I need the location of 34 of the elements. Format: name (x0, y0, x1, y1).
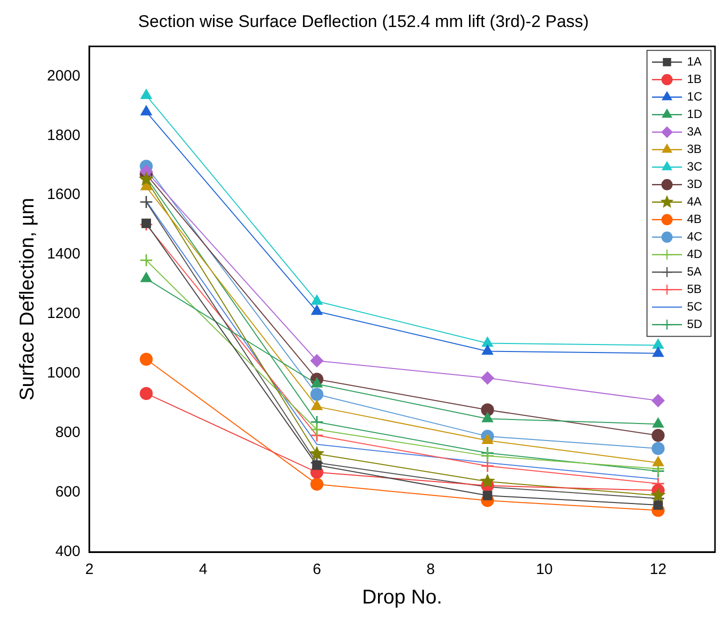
x-tick-label: 2 (85, 561, 94, 578)
y-axis-title: Surface Deflection, µm (16, 198, 39, 401)
y-tick-label: 600 (55, 484, 80, 501)
legend-label: 5A (687, 264, 702, 278)
x-tick-label: 10 (536, 561, 553, 578)
y-tick-label: 1600 (46, 186, 80, 204)
y-tick-label: 1200 (46, 305, 80, 322)
legend-label: 3D (687, 176, 703, 191)
legend-label: 4D (687, 246, 703, 261)
legend-label: 3C (687, 159, 703, 174)
chart-title: Section wise Surface Deflection (152.4 mm lift (3rd)-2 Pass) (138, 12, 589, 31)
legend-label: 1C (687, 89, 703, 104)
y-tick-label: 1400 (46, 246, 80, 263)
y-tick-label: 400 (55, 543, 80, 560)
x-tick-label: 6 (312, 561, 322, 578)
y-tick-label: 1800 (46, 126, 80, 144)
y-tick-label: 800 (55, 424, 80, 442)
legend-label: 5C (687, 299, 703, 314)
x-tick-label: 4 (198, 561, 208, 578)
legend-label: 4A (687, 194, 702, 208)
x-tick-label: 8 (426, 561, 435, 578)
legend-label: 5B (687, 282, 702, 296)
legend-label: 3B (687, 142, 702, 156)
legend-label: 3A (687, 124, 702, 138)
legend-label: 4B (687, 212, 702, 226)
legend-label: 4C (687, 229, 703, 244)
legend-label: 1D (687, 106, 703, 121)
x-axis-title: Drop No. (362, 586, 442, 609)
legend-label: 1B (687, 72, 702, 86)
legend-label: 1A (687, 54, 702, 68)
legend-label: 5D (687, 316, 703, 331)
y-tick-label: 2000 (46, 67, 80, 84)
x-tick-label: 12 (650, 561, 666, 578)
y-tick-label: 1000 (46, 364, 80, 382)
